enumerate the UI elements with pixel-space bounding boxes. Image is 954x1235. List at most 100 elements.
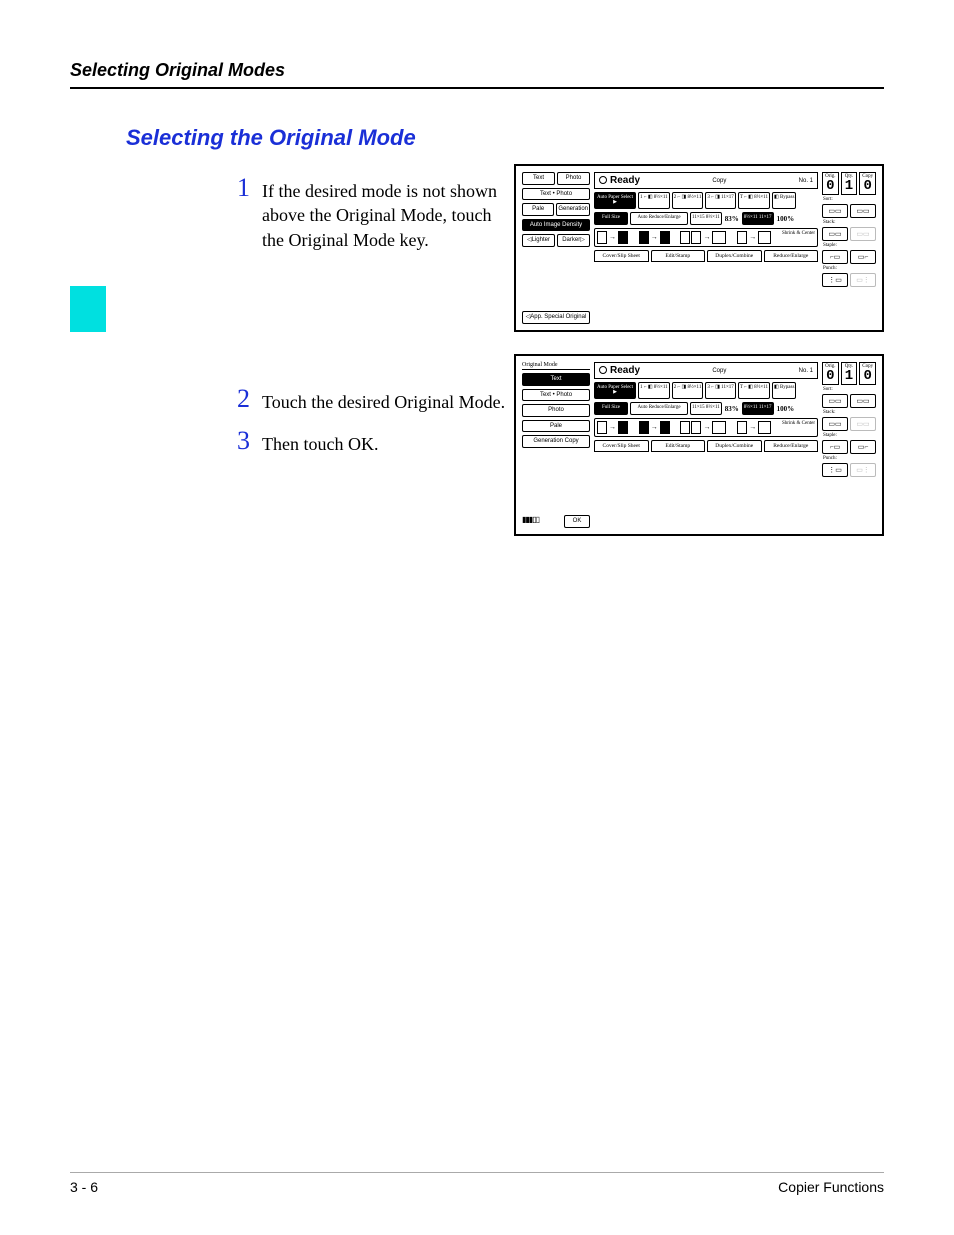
- tab-cover-slip[interactable]: Cover/Slip Sheet: [594, 250, 649, 262]
- running-header: Selecting Original Modes: [70, 60, 884, 89]
- mode-text-photo-button[interactable]: Text • Photo: [522, 188, 590, 201]
- zoom-100: 100%: [776, 212, 796, 225]
- ready-icon: [599, 176, 607, 184]
- copy-count: Copy0: [859, 362, 876, 385]
- full-size-button[interactable]: Full Size: [594, 402, 628, 415]
- tab-duplex-combine[interactable]: Duplex/Combine: [707, 440, 762, 452]
- tray-3-button[interactable]: 3 ⌐ ◨ 11×17: [705, 192, 735, 209]
- mode-pale-button[interactable]: Pale: [522, 203, 554, 216]
- sort-label: Sort:: [822, 197, 876, 202]
- tray-2-button[interactable]: 2 ⌐ ◨ 8½×11: [672, 192, 704, 209]
- status-bar: Ready Copy No. 1: [594, 362, 818, 379]
- tray-1-button[interactable]: 1 ⌐ ◧ 8½×11: [638, 192, 670, 209]
- auto-image-density-button[interactable]: Auto Image Density: [522, 219, 590, 232]
- lighter-button[interactable]: ◁Lighter: [522, 234, 555, 247]
- sort-label: Sort:: [822, 387, 876, 392]
- staple-opt-2[interactable]: ▭⌐: [850, 250, 876, 264]
- duplex-option-1[interactable]: →: [597, 231, 628, 244]
- stack-opt-1[interactable]: ▭▭: [822, 417, 848, 431]
- auto-paper-select-button[interactable]: Auto Paper Select ▶: [594, 382, 636, 399]
- lcd-screenshot-1: Text Photo Text • Photo Pale Generation …: [514, 164, 884, 332]
- page-number: 3 - 6: [70, 1179, 98, 1195]
- combine-option[interactable]: →: [680, 421, 726, 434]
- punch-opt-1[interactable]: ⋮▭: [822, 463, 848, 477]
- status-bar: Ready Copy No. 1: [594, 172, 818, 189]
- tray-t-button[interactable]: T ⌐ ◧ 8½×11: [738, 192, 770, 209]
- mode-text-button[interactable]: Text: [522, 172, 555, 185]
- auto-reduce-enlarge-button[interactable]: Auto Reduce/Enlarge: [630, 402, 688, 415]
- shrink-center-label: Shrink & Center: [782, 421, 815, 434]
- sort-opt-1[interactable]: ▭▭: [822, 394, 848, 408]
- qty-count: Qty.1: [841, 172, 858, 195]
- job-number: No. 1: [799, 178, 813, 184]
- qty-count: Qty.1: [841, 362, 858, 385]
- shrink-center-option[interactable]: →: [737, 421, 771, 434]
- copy-count: Copy0: [859, 172, 876, 195]
- orig-count: Orig.0: [822, 172, 839, 195]
- punch-label: Punch:: [822, 266, 876, 271]
- tray-t-button[interactable]: T ⌐ ◧ 8½×11: [738, 382, 770, 399]
- auto-paper-select-button[interactable]: Auto Paper Select ▶: [594, 192, 636, 209]
- stack-opt-1[interactable]: ▭▭: [822, 227, 848, 241]
- density-scale-icon: ▮▮▮▯▯: [522, 515, 562, 528]
- tray-2-button[interactable]: 2 ⌐ ◨ 8½×11: [672, 382, 704, 399]
- duplex-option-1[interactable]: →: [597, 421, 628, 434]
- auto-reduce-enlarge-button[interactable]: Auto Reduce/Enlarge: [630, 212, 688, 225]
- sort-opt-2[interactable]: ▭▭: [850, 204, 876, 218]
- tab-edit-stamp[interactable]: Edit/Stamp: [651, 250, 706, 262]
- sort-opt-1[interactable]: ▭▭: [822, 204, 848, 218]
- tab-duplex-combine[interactable]: Duplex/Combine: [707, 250, 762, 262]
- ratio-preset-2[interactable]: 8½×11 11×17: [742, 402, 774, 415]
- lcd-screenshot-2: Original Mode Text Text • Photo Photo Pa…: [514, 354, 884, 536]
- mode-photo-button[interactable]: Photo: [557, 172, 590, 185]
- ready-label: Ready: [610, 175, 640, 186]
- stack-label: Stack:: [822, 410, 876, 415]
- duplex-option-2[interactable]: →: [639, 231, 670, 244]
- ready-icon: [599, 366, 607, 374]
- stack-opt-2[interactable]: ▭▭: [850, 417, 876, 431]
- ratio-preset-2[interactable]: 8½×11 11×17: [742, 212, 774, 225]
- ok-button[interactable]: OK: [564, 515, 590, 528]
- shrink-center-option[interactable]: →: [737, 231, 771, 244]
- punch-opt-2[interactable]: ▭⋮: [850, 273, 876, 287]
- sort-opt-2[interactable]: ▭▭: [850, 394, 876, 408]
- ratio-preset-1[interactable]: 11×15 8½×11: [690, 212, 722, 225]
- mode-generation-button[interactable]: Generation: [556, 203, 590, 216]
- ready-label: Ready: [610, 365, 640, 376]
- zoom-100: 100%: [776, 402, 796, 415]
- mode-pale-button[interactable]: Pale: [522, 420, 590, 433]
- staple-label: Staple:: [822, 243, 876, 248]
- mode-label: Copy: [712, 368, 726, 374]
- step-text: If the desired mode is not shown above t…: [262, 175, 512, 252]
- staple-opt-1[interactable]: ⌐▭: [822, 440, 848, 454]
- punch-label: Punch:: [822, 456, 876, 461]
- combine-option[interactable]: →: [680, 231, 726, 244]
- tab-reduce-enlarge[interactable]: Reduce/Enlarge: [764, 440, 819, 452]
- darker-button[interactable]: Darker▷: [557, 234, 590, 247]
- tab-edit-stamp[interactable]: Edit/Stamp: [651, 440, 706, 452]
- mode-generation-copy-button[interactable]: Generation Copy: [522, 435, 590, 448]
- full-size-button[interactable]: Full Size: [594, 212, 628, 225]
- duplex-option-2[interactable]: →: [639, 421, 670, 434]
- punch-opt-2[interactable]: ▭⋮: [850, 463, 876, 477]
- step-number: 3: [230, 428, 250, 454]
- tray-3-button[interactable]: 3 ⌐ ◨ 11×17: [705, 382, 735, 399]
- staple-opt-1[interactable]: ⌐▭: [822, 250, 848, 264]
- mode-text-button[interactable]: Text: [522, 373, 590, 386]
- mode-photo-button[interactable]: Photo: [522, 404, 590, 417]
- tab-reduce-enlarge[interactable]: Reduce/Enlarge: [764, 250, 819, 262]
- chapter-tab-marker: [70, 286, 106, 332]
- stack-opt-2[interactable]: ▭▭: [850, 227, 876, 241]
- staple-opt-2[interactable]: ▭⌐: [850, 440, 876, 454]
- tray-1-button[interactable]: 1 ⌐ ◧ 8½×11: [638, 382, 670, 399]
- step-number: 2: [230, 386, 250, 412]
- bypass-tray-button[interactable]: ◧ Bypass: [772, 192, 796, 209]
- step-text: Touch the desired Original Mode.: [262, 386, 505, 414]
- bypass-tray-button[interactable]: ◧ Bypass: [772, 382, 796, 399]
- tab-cover-slip[interactable]: Cover/Slip Sheet: [594, 440, 649, 452]
- special-original-button[interactable]: ◁App. Special Original: [522, 311, 590, 324]
- mode-text-photo-button[interactable]: Text • Photo: [522, 389, 590, 402]
- mode-label: Copy: [712, 178, 726, 184]
- ratio-preset-1[interactable]: 11×15 8½×11: [690, 402, 722, 415]
- punch-opt-1[interactable]: ⋮▭: [822, 273, 848, 287]
